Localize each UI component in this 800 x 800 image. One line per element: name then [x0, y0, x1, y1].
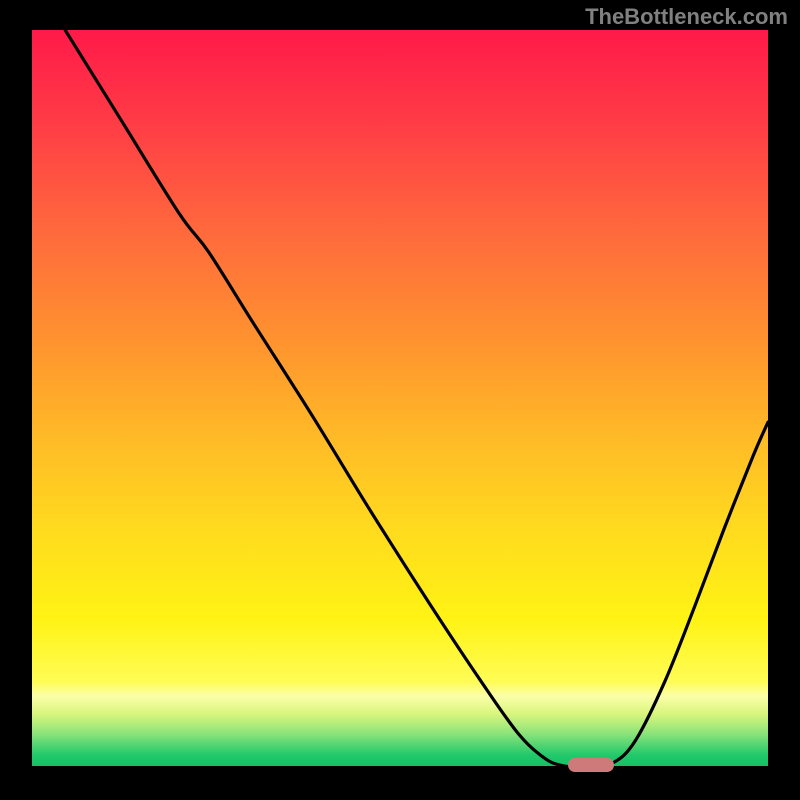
- plot-area: [32, 30, 768, 770]
- curve-path: [65, 30, 768, 767]
- bottleneck-curve: [32, 30, 768, 770]
- watermark-text: TheBottleneck.com: [585, 4, 788, 30]
- optimal-marker: [568, 758, 614, 772]
